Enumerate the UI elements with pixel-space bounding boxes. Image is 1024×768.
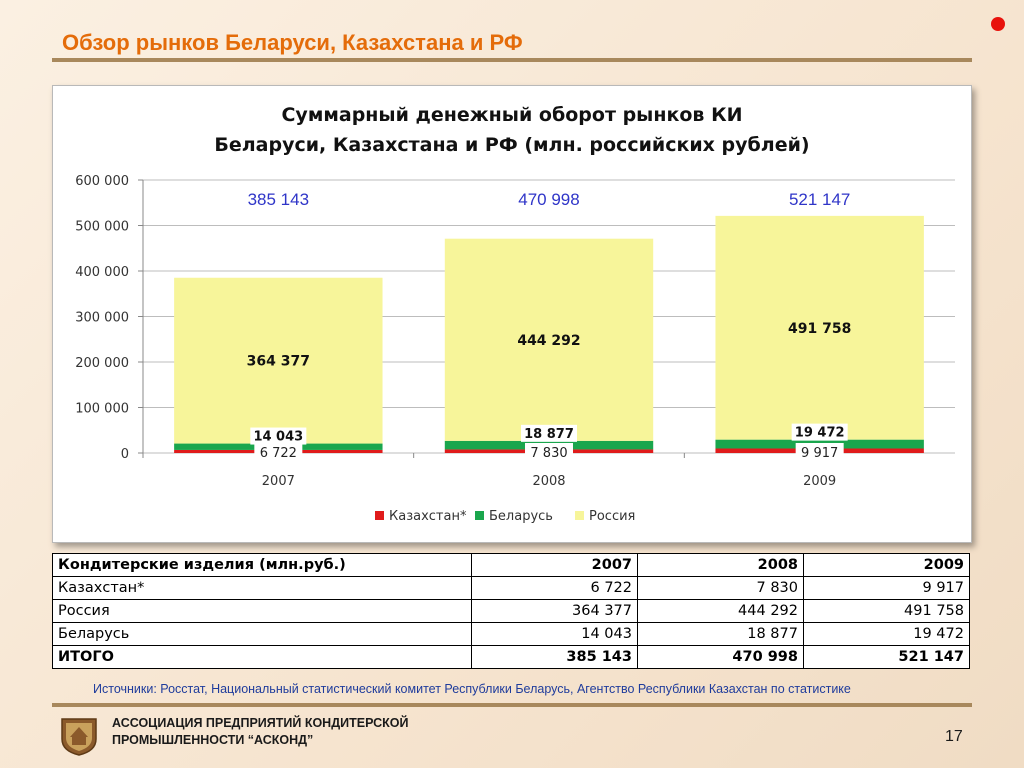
data-label-box [791, 423, 848, 441]
page-number: 17 [945, 728, 963, 745]
data-label: 491 758 [788, 321, 851, 337]
table-total-cell: 385 143 [471, 645, 638, 669]
legend-label: Россия [589, 509, 635, 524]
table-header-cell: 2009 [803, 553, 970, 577]
askond-logo-icon [61, 718, 97, 756]
table-cell: 9 917 [803, 576, 970, 600]
table-cell: 491 758 [803, 599, 970, 623]
data-label: 364 377 [247, 354, 310, 370]
data-label-box [795, 443, 844, 461]
table-cell: Казахстан* [52, 576, 472, 600]
legend-swatch [475, 511, 484, 520]
table-cell: 364 377 [471, 599, 638, 623]
x-tick-label: 2007 [262, 474, 295, 489]
data-label-box [521, 424, 577, 442]
data-label-box [254, 443, 303, 461]
total-label: 385 143 [248, 190, 309, 209]
table-cell: Россия [52, 599, 472, 623]
slide-title: Обзор рынков Беларуси, Казахстана и РФ [62, 30, 523, 55]
table-header-cell: Кондитерские изделия (млн.руб.) [52, 553, 472, 577]
chart-title-line1: Суммарный денежный оборот рынков КИ [281, 104, 742, 126]
footer-divider [52, 703, 972, 707]
table-total-row: ИТОГО 385 143 470 998 521 147 [52, 645, 970, 669]
data-label: 19 472 [795, 426, 845, 441]
data-label: 14 043 [253, 430, 303, 445]
total-label: 521 147 [789, 190, 850, 209]
table-cell: 7 830 [637, 576, 804, 600]
table-row: Россия 364 377 444 292 491 758 [52, 599, 970, 623]
y-tick-label: 500 000 [75, 220, 129, 235]
table-cell: Беларусь [52, 622, 472, 646]
data-label: 444 292 [517, 333, 580, 349]
table-cell: 18 877 [637, 622, 804, 646]
organization-name: АССОЦИАЦИЯ ПРЕДПРИЯТИЙ КОНДИТЕРСКОЙ ПРОМ… [112, 715, 408, 749]
y-tick-label: 600 000 [75, 174, 129, 189]
y-tick-label: 300 000 [75, 311, 129, 326]
total-label: 470 998 [518, 190, 579, 209]
table-total-cell: 521 147 [803, 645, 970, 669]
data-label: 9 917 [801, 446, 838, 461]
table-row: Беларусь 14 043 18 877 19 472 [52, 622, 970, 646]
stacked-bar-chart: Суммарный денежный оборот рынков КИ Бела… [75, 104, 955, 524]
table-row: Казахстан* 6 722 7 830 9 917 [52, 576, 970, 600]
table-header-cell: 2007 [471, 553, 638, 577]
legend-swatch [375, 511, 384, 520]
table-cell: 14 043 [471, 622, 638, 646]
table-cell: 444 292 [637, 599, 804, 623]
bar-segment [174, 277, 383, 444]
table-cell: 19 472 [803, 622, 970, 646]
data-table: Кондитерские изделия (млн.руб.) 2007 200… [52, 553, 970, 669]
source-note: Источники: Росстат, Национальный статист… [93, 682, 851, 696]
data-label-box [250, 427, 307, 445]
legend-label: Беларусь [489, 509, 553, 524]
table-total-cell: 470 998 [637, 645, 804, 669]
y-tick-label: 100 000 [75, 402, 129, 417]
x-tick-label: 2009 [803, 474, 836, 489]
x-tick-label: 2008 [532, 474, 565, 489]
data-label: 18 877 [524, 427, 574, 442]
table-header-row: Кондитерские изделия (млн.руб.) 2007 200… [52, 553, 970, 577]
red-dot-marker [991, 17, 1005, 31]
table-cell: 6 722 [471, 576, 638, 600]
organization-name-line1: АССОЦИАЦИЯ ПРЕДПРИЯТИЙ КОНДИТЕРСКОЙ [112, 716, 409, 730]
chart-frame: Суммарный денежный оборот рынков КИ Бела… [52, 85, 972, 543]
y-tick-label: 400 000 [75, 265, 129, 280]
y-tick-label: 0 [121, 447, 129, 462]
data-label: 7 830 [530, 446, 567, 461]
data-label: 6 722 [260, 446, 297, 461]
bar-segment [444, 238, 654, 441]
table-header-cell: 2008 [637, 553, 804, 577]
legend-label: Казахстан* [389, 509, 467, 524]
organization-name-line2: ПРОМЫШЛЕННОСТИ “АСКОНД” [112, 733, 314, 747]
legend-swatch [575, 511, 584, 520]
table-total-cell: ИТОГО [52, 645, 472, 669]
data-label-box [525, 443, 573, 461]
chart-title-line2: Беларуси, Казахстана и РФ (млн. российск… [214, 134, 809, 156]
title-divider [52, 58, 972, 62]
y-tick-label: 200 000 [75, 356, 129, 371]
bar-segment [715, 215, 924, 440]
